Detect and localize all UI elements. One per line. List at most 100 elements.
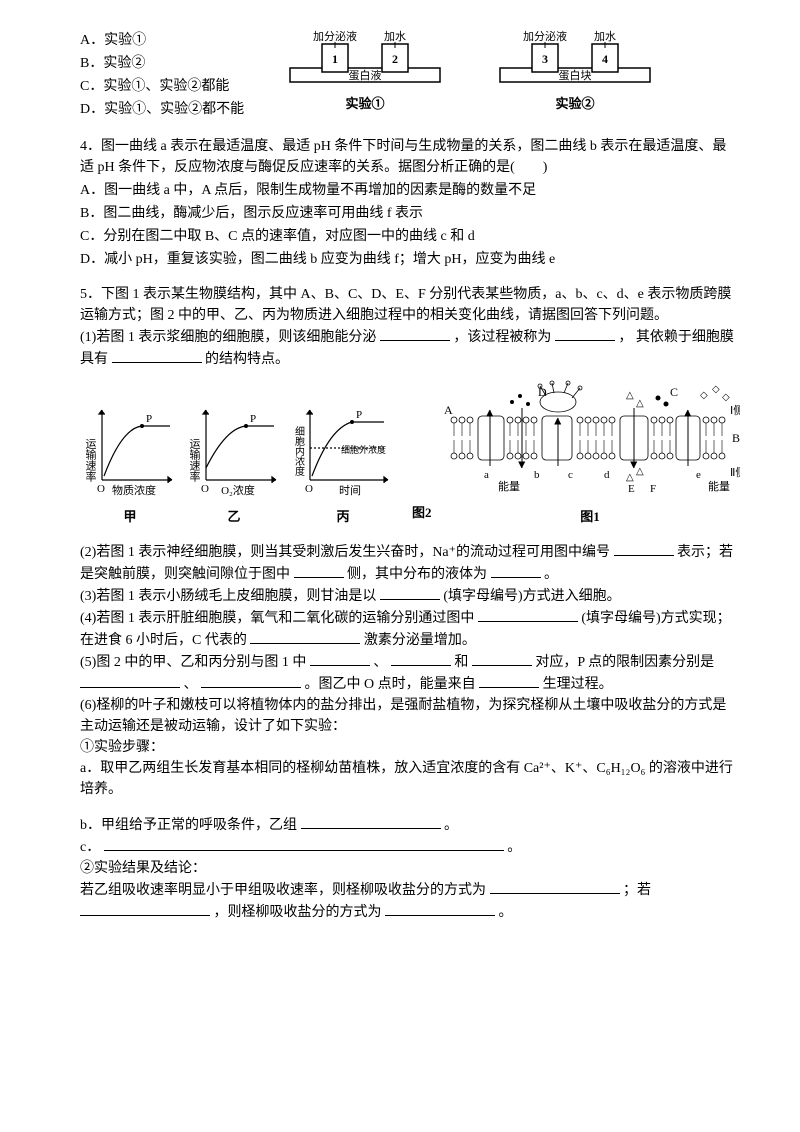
blank: [294, 563, 344, 578]
p5e: 、: [184, 677, 198, 692]
svg-text:◇: ◇: [712, 384, 720, 395]
blank: [104, 836, 504, 851]
fig2-label: 图2: [412, 503, 432, 523]
mem-a: a: [484, 469, 489, 481]
q5-p6: (6)柽柳的叶子和嫩枝可以将植物体内的盐分排出，是强耐盐植物，为探究柽柳从土壤中…: [80, 695, 740, 737]
exp1-title: 实验①: [280, 94, 450, 114]
step-b-b: 。: [444, 818, 458, 833]
svg-text:△: △: [626, 390, 634, 401]
mem-d: d: [604, 469, 610, 481]
blank: [614, 541, 674, 556]
p5c: 和: [454, 655, 468, 670]
mem-side2: Ⅱ侧: [730, 466, 740, 479]
p2d: 。: [544, 567, 558, 582]
result-c: ，则柽柳吸收盐分的方式为: [214, 905, 382, 920]
mid-bing: 细胞外浓度: [341, 444, 386, 455]
membrane-diagram: △△ ◇◇◇ △△ A D C B E F: [440, 378, 740, 527]
p-label: P: [146, 413, 152, 425]
step-c-a: c．: [80, 840, 100, 855]
blank: [310, 651, 370, 666]
blank: [380, 585, 440, 600]
yi-label: 乙: [184, 507, 284, 527]
q3-opt-d: D．实验①、实验②都不能: [80, 99, 270, 120]
exp1-n2: 2: [392, 52, 398, 66]
exp2-n2: 4: [602, 52, 608, 66]
xlab-yi: O₂浓度: [221, 483, 255, 497]
q5-p1b: ，该过程被称为: [453, 330, 551, 345]
blank: [478, 607, 578, 622]
svg-text:△: △: [636, 398, 644, 409]
blank: [472, 651, 532, 666]
mem-E: E: [628, 483, 635, 495]
mem-e: e: [696, 469, 701, 481]
q3-opt-a: A．实验①: [80, 30, 270, 51]
q5-p2: (2)若图 1 表示神经细胞膜，则当其受刺激后发生兴奋时，Na⁺的流动过程可用图…: [80, 541, 740, 585]
p-label: P: [356, 409, 362, 421]
p5f: 。图乙中 O 点时，能量来自: [305, 677, 476, 692]
p4a: (4)若图 1 表示肝脏细胞膜，氧气和二氧化碳的运输分别通过图中: [80, 611, 474, 626]
step-c: c． 。: [80, 836, 740, 858]
graph-bing: P 细胞内浓度 细胞外浓度 O 时间 丙: [288, 398, 398, 527]
ylab-bing: 细胞内浓度: [293, 425, 305, 477]
mem-A: A: [444, 403, 453, 417]
q4-d: D．减小 pH，重复该实验，图二曲线 b 应变为曲线 f；增大 pH，应变为曲线…: [80, 249, 740, 270]
mem-B: B: [732, 431, 740, 445]
svg-text:◇: ◇: [700, 390, 708, 401]
exp2-addA: 加分泌液: [523, 30, 567, 43]
q3-diagrams: 加分泌液 加水 1 2 蛋白液 实验①: [270, 30, 740, 114]
graph-yi: P 运输速率 O O₂浓度 乙: [184, 398, 284, 527]
jia-label: 甲: [80, 507, 180, 527]
blank: [80, 673, 180, 688]
p5d: 对应，P 点的限制因素分别是: [535, 655, 714, 670]
q3-opt-b: B．实验②: [80, 53, 270, 74]
q4-stem: 4．图一曲线 a 表示在最适温度、最适 pH 条件下时间与生成物量的关系，图二曲…: [80, 136, 740, 178]
q5-p4: (4)若图 1 表示肝脏细胞膜，氧气和二氧化碳的运输分别通过图中 (填字母编号)…: [80, 607, 740, 651]
mem-c: c: [568, 469, 573, 481]
exp2-box: 加分泌液 加水 3 4 蛋白块 实验②: [490, 30, 660, 114]
mem-b: b: [534, 469, 540, 481]
p5g: 生理过程。: [543, 677, 613, 692]
bing-label: 丙: [288, 507, 398, 527]
mem-energy1: 能量: [498, 479, 520, 493]
graphs-left: P 运输速率 O 物质浓度 甲: [80, 398, 398, 527]
xlab-bing: 时间: [339, 484, 361, 497]
q5-figure-row: P 运输速率 O 物质浓度 甲: [80, 378, 740, 527]
graph-jia: P 运输速率 O 物质浓度 甲: [80, 398, 180, 527]
p2a: (2)若图 1 表示神经细胞膜，则当其受刺激后发生兴奋时，Na⁺的流动过程可用图…: [80, 545, 610, 560]
step-title: ①实验步骤：: [80, 737, 740, 758]
q5-p5: (5)图 2 中的甲、乙和丙分别与图 1 中 、 和 对应，P 点的限制因素分别…: [80, 651, 740, 695]
blank: [479, 673, 539, 688]
exp1-tray: 蛋白液: [349, 68, 382, 82]
result-b: ；若: [623, 883, 651, 898]
p2c: 侧，其中分布的液体为: [347, 567, 487, 582]
blank: [201, 673, 301, 688]
q5-p1: (1)若图 1 表示浆细胞的细胞膜，则该细胞能分泌 ，该过程被称为 ， 其依赖于…: [80, 326, 740, 370]
ylab: 运输速率: [84, 438, 97, 483]
q5-p3: (3)若图 1 表示小肠绒毛上皮细胞膜，则甘油是以 (填字母编号)方式进入细胞。: [80, 585, 740, 607]
p3a: (3)若图 1 表示小肠绒毛上皮细胞膜，则甘油是以: [80, 589, 376, 604]
page: A．实验① B．实验② C．实验①、实验②都能 D．实验①、实验②都不能 加分: [0, 0, 800, 943]
blank: [112, 348, 202, 363]
exp2-addB: 加水: [594, 30, 616, 43]
q4-a: A．图一曲线 a 中，A 点后，限制生成物量不再增加的因素是酶的数量不足: [80, 180, 740, 201]
result-d: 。: [499, 905, 513, 920]
q3-options: A．实验① B．实验② C．实验①、实验②都能 D．实验①、实验②都不能: [80, 30, 270, 122]
blank: [491, 563, 541, 578]
step-b: b．甲组给予正常的呼吸条件，乙组 。: [80, 814, 740, 836]
p5b: 、: [373, 655, 387, 670]
mem-C: C: [670, 385, 678, 399]
exp1-addB: 加水: [384, 30, 406, 43]
q5-p1a: (1)若图 1 表示浆细胞的细胞膜，则该细胞能分泌: [80, 330, 376, 345]
q4-c: C．分别在图二中取 B、C 点的速率值，对应图一中的曲线 c 和 d: [80, 226, 740, 247]
svg-text:△: △: [626, 472, 634, 483]
q3-row: A．实验① B．实验② C．实验①、实验②都能 D．实验①、实验②都不能 加分: [80, 30, 740, 122]
step-b-a: b．甲组给予正常的呼吸条件，乙组: [80, 818, 297, 833]
mem-F: F: [650, 483, 656, 495]
exp2-title: 实验②: [490, 94, 660, 114]
q5-p1d: 的结构特点。: [205, 352, 289, 367]
mem-energy2: 能量: [708, 479, 730, 493]
svg-text:◇: ◇: [722, 392, 730, 403]
result-a: 若乙组吸收速率明显小于甲组吸收速率，则柽柳吸收盐分的方式为: [80, 883, 486, 898]
exp1-box: 加分泌液 加水 1 2 蛋白液 实验①: [280, 30, 450, 114]
o-label: O: [201, 483, 209, 495]
